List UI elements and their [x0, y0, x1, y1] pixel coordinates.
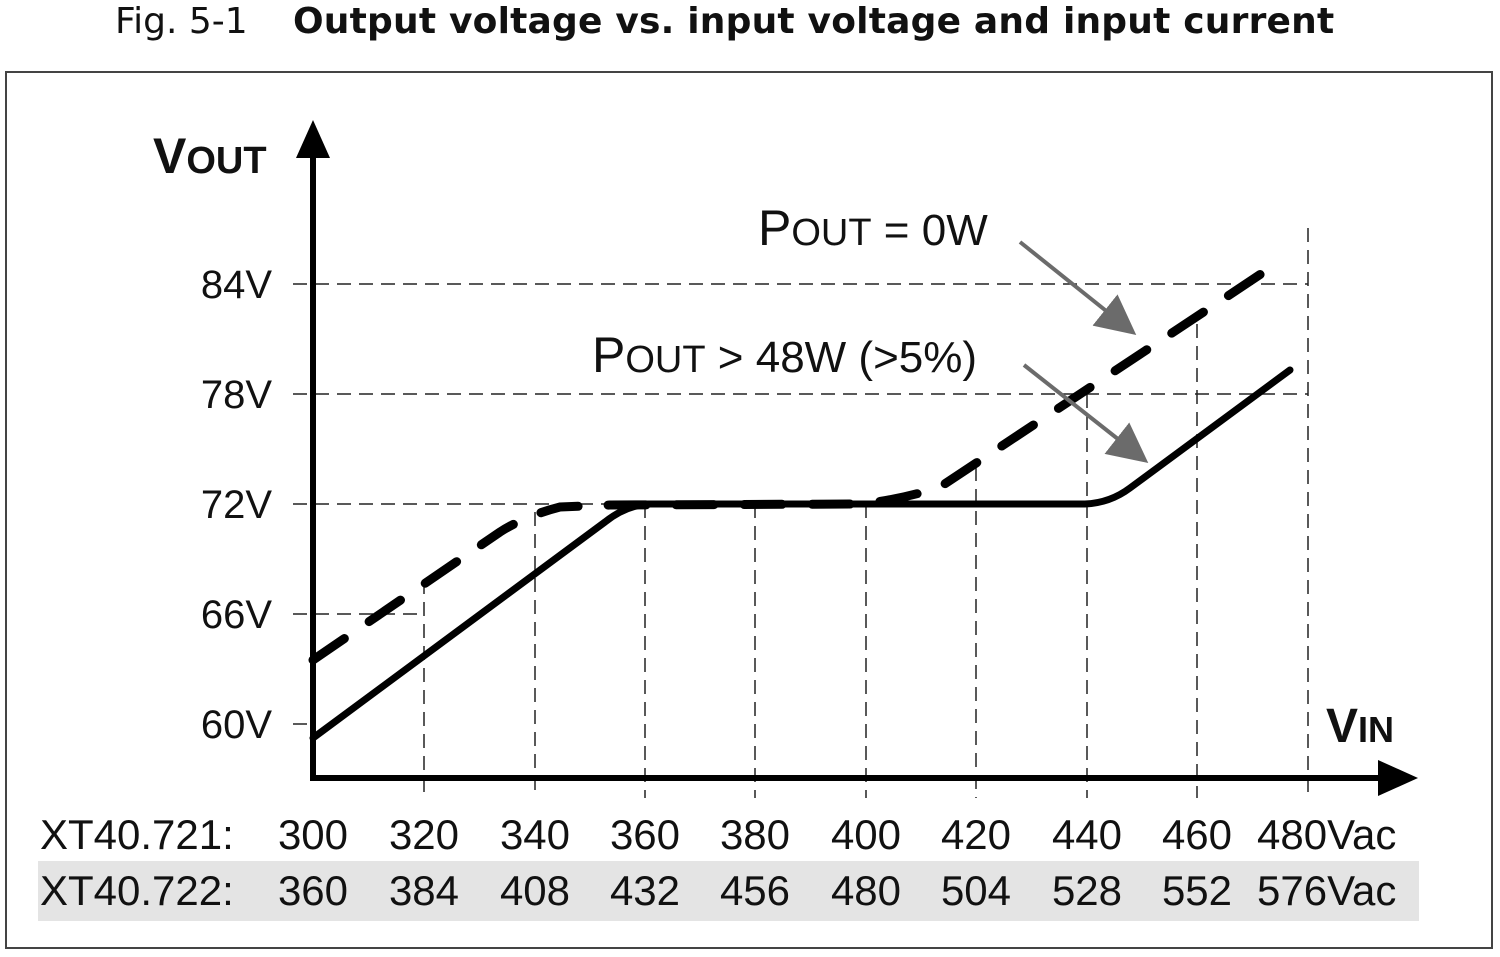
x-tick: 420	[941, 811, 1011, 858]
x-tick: 504	[941, 867, 1011, 914]
x-tick: 320	[389, 811, 459, 858]
x-tick: 480Vac	[1257, 811, 1396, 858]
y-tick-labels: 84V 78V 72V 66V 60V	[201, 263, 272, 747]
label-pout-0w: POUT = 0W	[758, 200, 988, 256]
y-tick-66v: 66V	[201, 593, 272, 637]
x-tick: 340	[500, 811, 570, 858]
figure-caption: Output voltage vs. input voltage and inp…	[293, 1, 1335, 42]
y-axis-label: VOUT	[153, 128, 267, 184]
x-row-xt40-721: XT40.721: 300 320 340 360 380 400 420 44…	[40, 811, 1396, 858]
x-tick: 456	[720, 867, 790, 914]
y-tick-84v: 84V	[201, 263, 272, 307]
xt40-722-row-highlight	[38, 861, 1419, 921]
y-axis-arrow-icon	[296, 120, 330, 158]
x-tick: 460	[1162, 811, 1232, 858]
x-tick: 528	[1052, 867, 1122, 914]
label-pout-48w: POUT > 48W (>5%)	[592, 327, 977, 383]
x-tick: 400	[831, 811, 901, 858]
x-tick: 300	[278, 811, 348, 858]
arrow-pout-48w-icon	[1022, 363, 1149, 463]
y-tick-78v: 78V	[201, 373, 272, 417]
x-tick: 408	[500, 867, 570, 914]
x-tick: 432	[610, 867, 680, 914]
y-tick-60v: 60V	[201, 703, 272, 747]
x-tick: 380	[720, 811, 790, 858]
x-row-xt40-722: XT40.722: 360 384 408 432 456 480 504 52…	[40, 867, 1396, 914]
model-label-722: XT40.722:	[40, 867, 234, 914]
curve-pout-48w	[309, 366, 1294, 742]
figure-number: Fig. 5-1	[115, 1, 248, 42]
chart-frame	[5, 71, 1493, 949]
arrow-pout-0w-icon	[1018, 240, 1137, 335]
curve-pout-0w	[308, 253, 1290, 665]
x-axis-label: VIN	[1326, 700, 1394, 753]
model-label-721: XT40.721:	[40, 811, 234, 858]
y-tick-72v: 72V	[201, 483, 272, 527]
x-tick: 360	[610, 811, 680, 858]
figure-title: Fig. 5-1 Output voltage vs. input voltag…	[0, 0, 1500, 48]
x-tick: 480	[831, 867, 901, 914]
x-tick: 552	[1162, 867, 1232, 914]
vertical-gridlines	[423, 228, 1309, 798]
axes	[296, 120, 1418, 796]
x-tick: 360	[278, 867, 348, 914]
x-tick: 440	[1052, 811, 1122, 858]
x-tick: 576Vac	[1257, 867, 1396, 914]
x-axis-arrow-icon	[1378, 760, 1418, 796]
x-tick: 384	[389, 867, 459, 914]
